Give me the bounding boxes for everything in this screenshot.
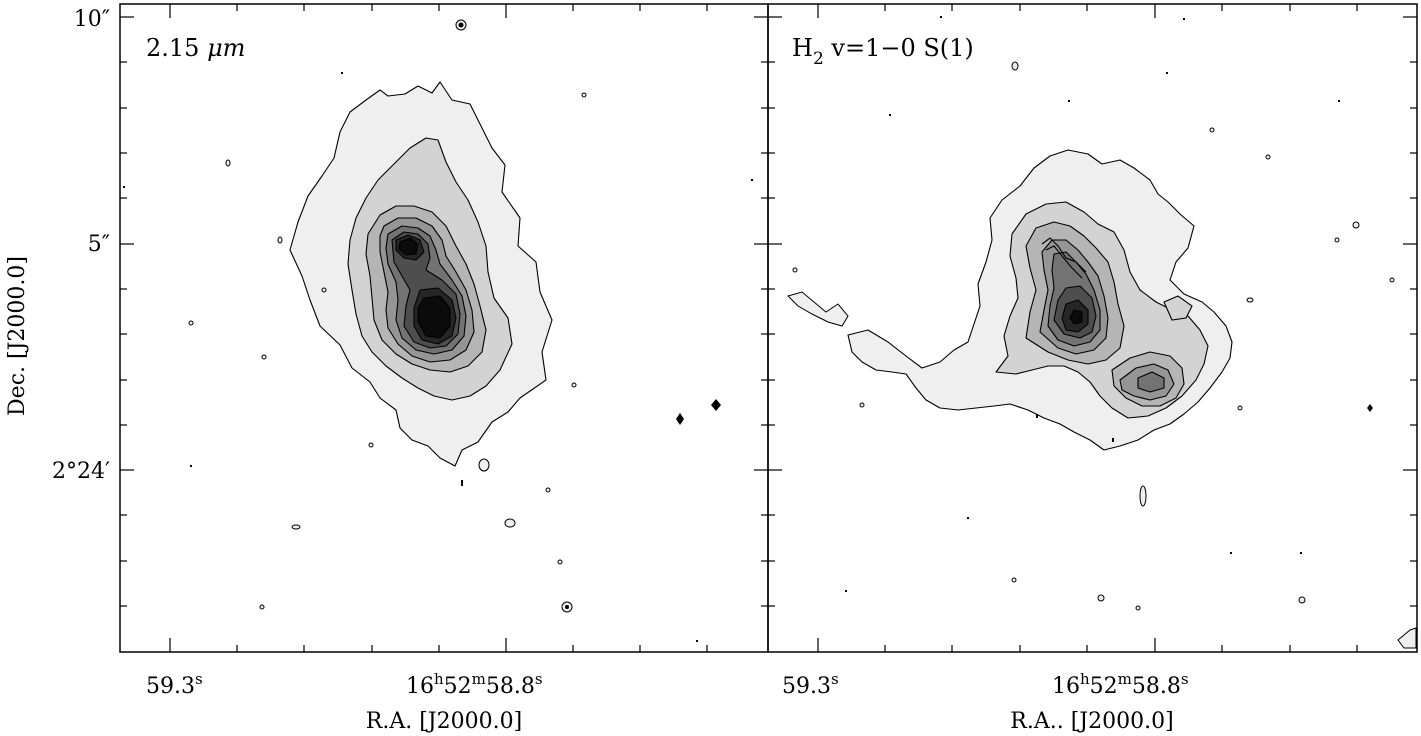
noise-contours-right — [787, 61, 1417, 649]
y-axis-title: Dec. [J2000.0] — [5, 256, 30, 416]
contour-map-left — [123, 19, 753, 642]
x-tick-label-left-58-8: 16h52m58.8s — [406, 670, 543, 699]
panel-label-left: 2.15 μm — [146, 34, 245, 62]
y-tick-label-10: 10″ — [74, 7, 110, 32]
noise-contours-left — [188, 19, 587, 613]
contour-level-8 — [1069, 309, 1083, 325]
x-axis-title-left: R.A. [J2000.0] — [366, 709, 522, 734]
point-sources-left — [123, 72, 753, 642]
panel-label-right: H2 v=1−0 S(1) — [792, 34, 974, 69]
right-panel-frame — [767, 3, 1418, 653]
point-sources-right — [845, 16, 1373, 592]
contour-map-right — [787, 16, 1417, 649]
x-axis-title-right: R.A.. [J2000.0] — [1010, 709, 1173, 734]
panel-right — [787, 16, 1417, 649]
ridge-contours-right — [1041, 237, 1193, 321]
y-tick-label-2d24: 2°24′ — [52, 459, 110, 484]
panel-left — [123, 19, 753, 642]
y-tick-label-5: 5″ — [88, 232, 110, 257]
x-tick-label-left-59-3: 59.3s — [146, 670, 203, 699]
x-tick-label-right-59-3: 59.3s — [782, 670, 839, 699]
x-tick-label-right-58-8: 16h52m58.8s — [1052, 670, 1189, 699]
contour-level-8 — [398, 237, 451, 339]
axis-ticks — [120, 4, 1417, 652]
axes-frames — [119, 3, 1418, 653]
